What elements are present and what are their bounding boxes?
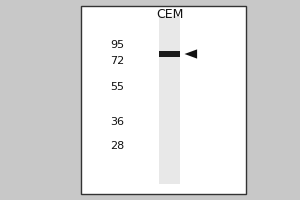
Bar	[159, 51, 180, 57]
Polygon shape	[184, 49, 197, 59]
Text: 55: 55	[110, 82, 124, 92]
Text: 95: 95	[110, 40, 124, 50]
Text: CEM: CEM	[156, 8, 183, 21]
Bar	[81, 6, 246, 194]
Text: 72: 72	[110, 56, 124, 66]
Text: 28: 28	[110, 141, 124, 151]
Text: 36: 36	[110, 117, 124, 127]
Bar	[159, 16, 180, 184]
